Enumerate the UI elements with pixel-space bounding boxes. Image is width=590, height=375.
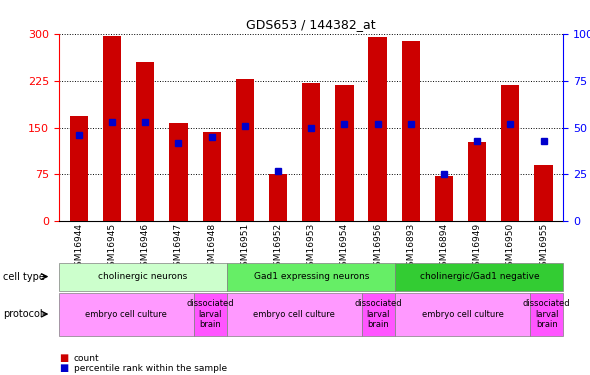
Text: dissociated
larval
brain: dissociated larval brain — [523, 299, 571, 329]
Text: cholinergic neurons: cholinergic neurons — [99, 272, 188, 281]
Bar — [335, 85, 353, 221]
Bar — [136, 62, 155, 221]
Text: embryo cell culture: embryo cell culture — [422, 310, 503, 319]
Bar — [236, 79, 254, 221]
Text: ■: ■ — [59, 363, 68, 373]
Bar — [402, 41, 420, 221]
Bar — [169, 123, 188, 221]
Text: cell type: cell type — [3, 272, 45, 282]
Bar — [103, 36, 121, 221]
Text: cholinergic/Gad1 negative: cholinergic/Gad1 negative — [419, 272, 539, 281]
Bar — [468, 142, 486, 221]
Bar — [435, 176, 453, 221]
Text: Gad1 expressing neurons: Gad1 expressing neurons — [254, 272, 369, 281]
Title: GDS653 / 144382_at: GDS653 / 144382_at — [247, 18, 376, 31]
Text: protocol: protocol — [3, 309, 42, 319]
Text: ■: ■ — [59, 353, 68, 363]
Bar — [502, 85, 519, 221]
Text: dissociated
larval
brain: dissociated larval brain — [355, 299, 402, 329]
Bar — [269, 174, 287, 221]
Bar — [369, 37, 386, 221]
Bar — [535, 165, 553, 221]
Text: dissociated
larval
brain: dissociated larval brain — [186, 299, 234, 329]
Bar — [70, 116, 88, 221]
Text: embryo cell culture: embryo cell culture — [254, 310, 335, 319]
Text: embryo cell culture: embryo cell culture — [86, 310, 167, 319]
Bar — [202, 132, 221, 221]
Bar — [302, 82, 320, 221]
Text: count: count — [74, 354, 99, 363]
Text: percentile rank within the sample: percentile rank within the sample — [74, 364, 227, 373]
